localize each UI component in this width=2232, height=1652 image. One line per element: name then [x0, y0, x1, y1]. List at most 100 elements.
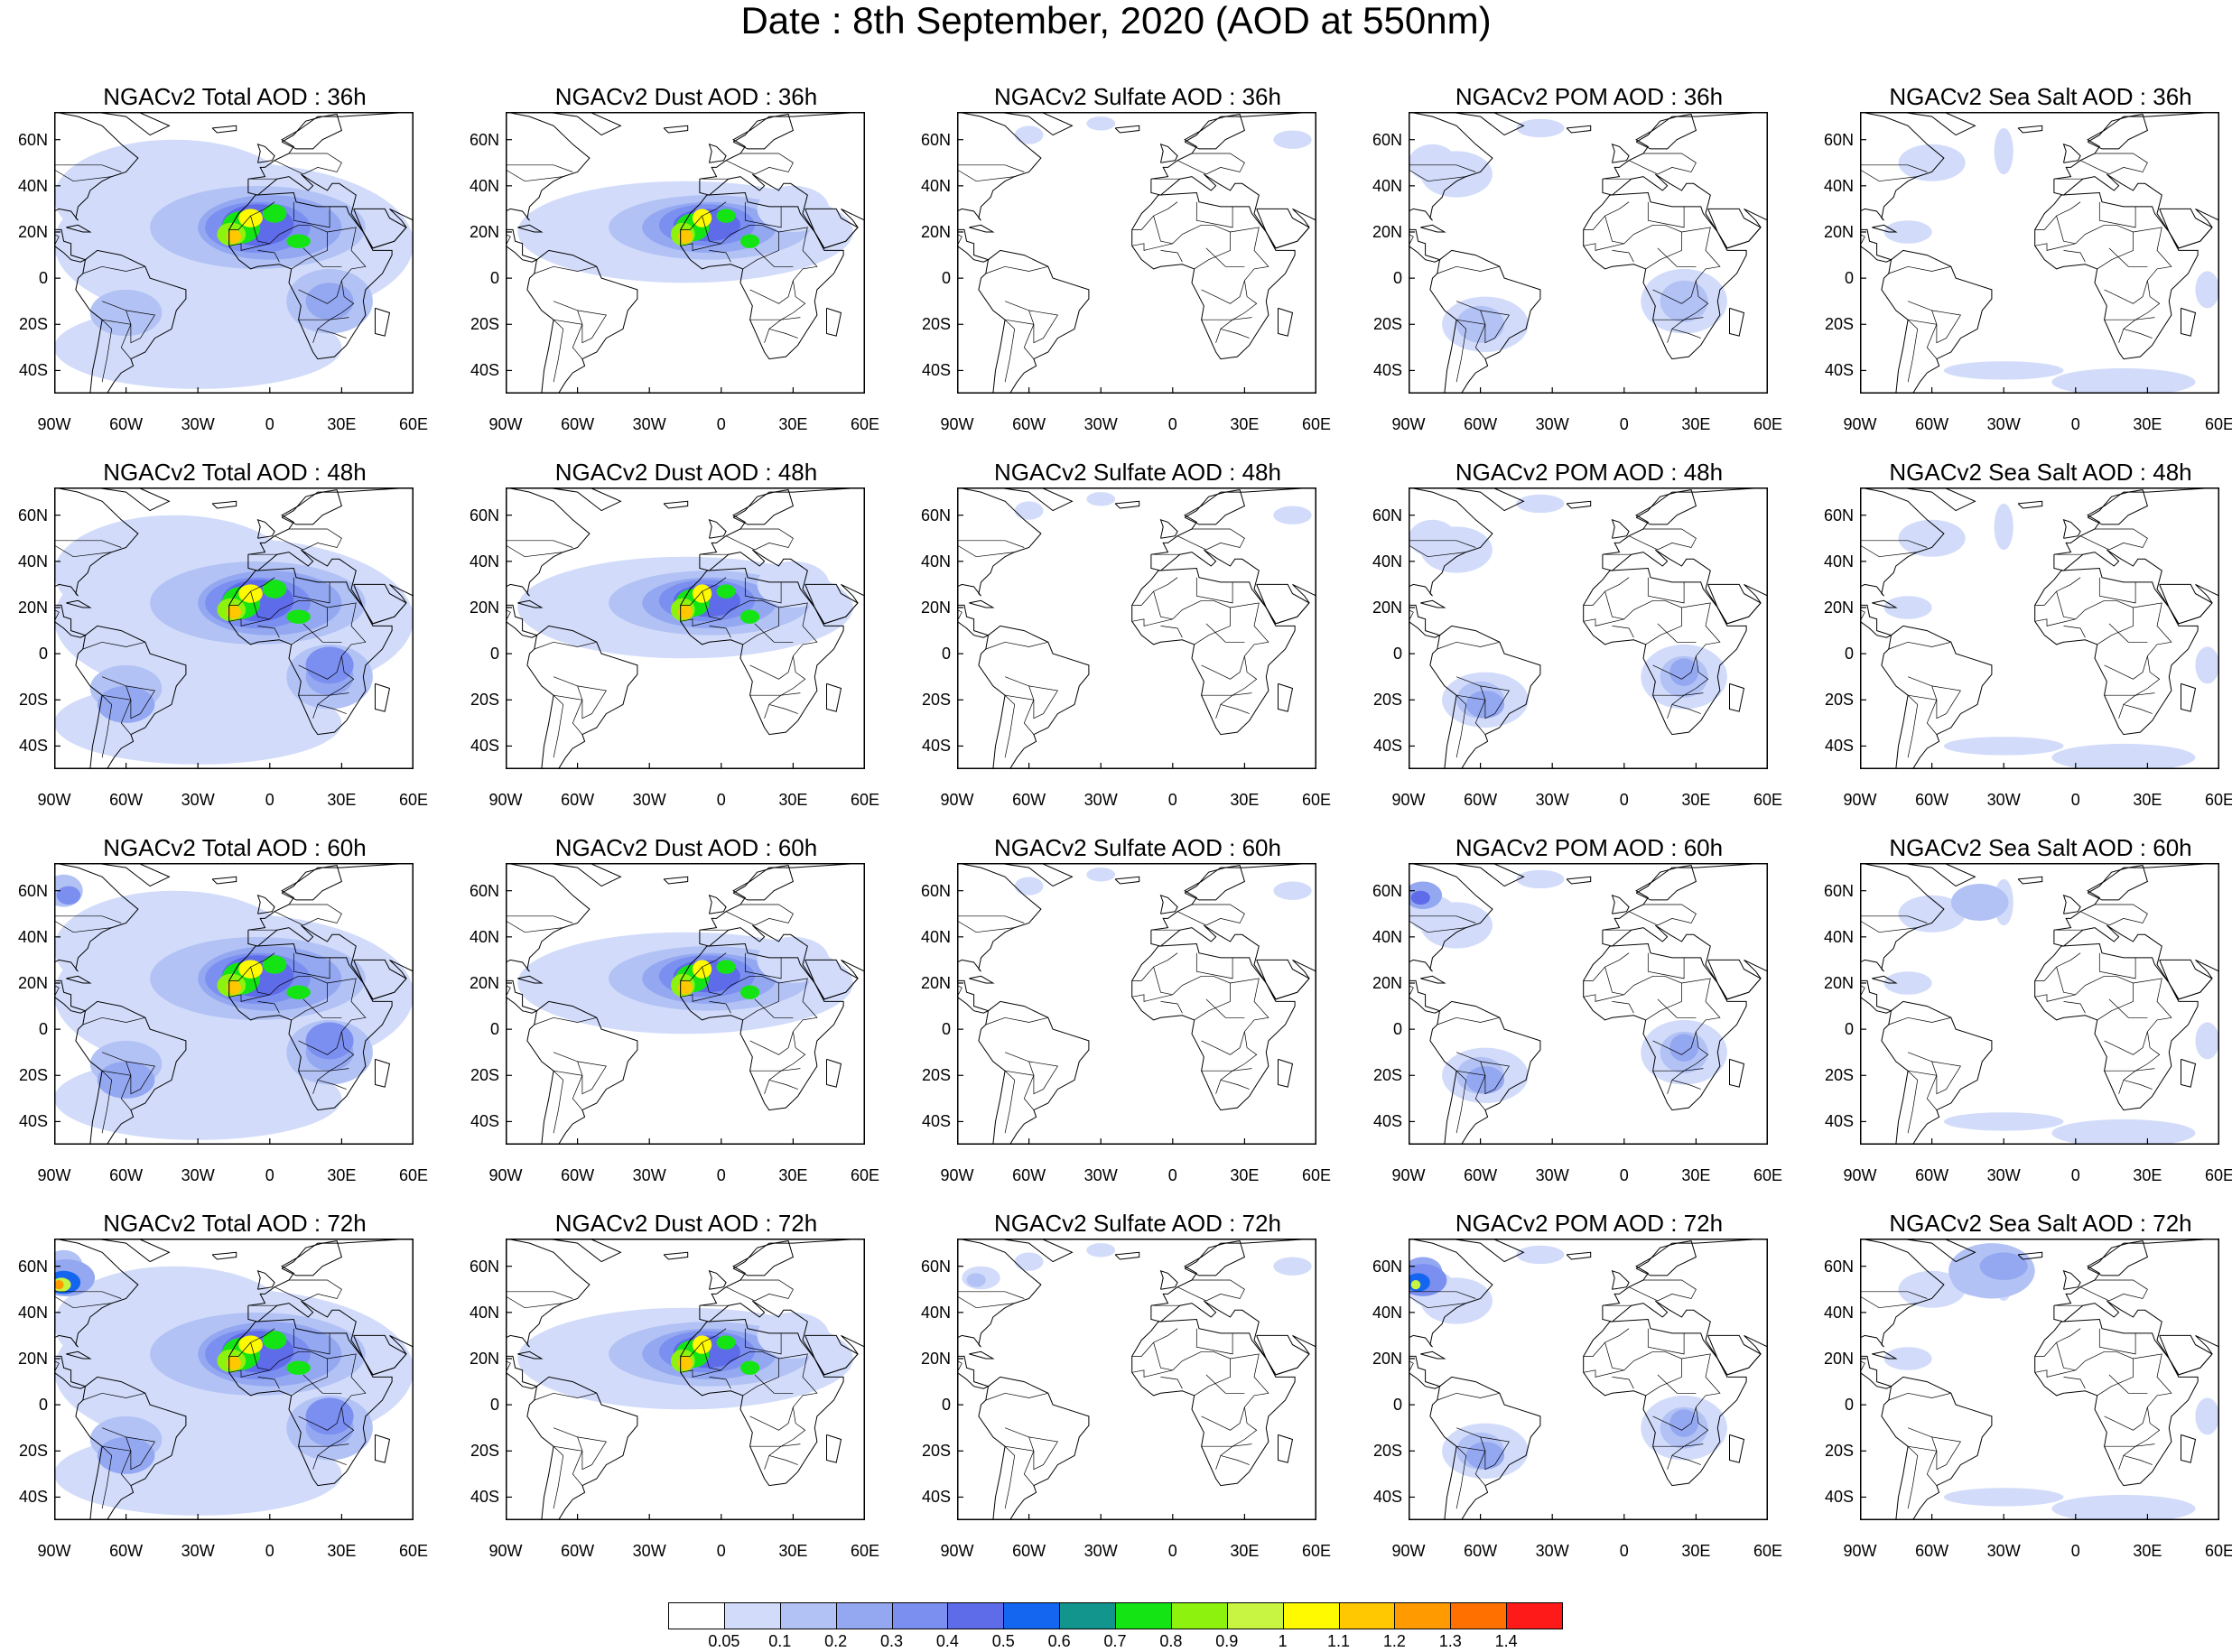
country-border	[1023, 685, 1035, 735]
panel-title: NGACv2 Total AOD : 36h	[103, 83, 367, 110]
coastline-south-america	[526, 1376, 638, 1520]
country-border	[1004, 1070, 1016, 1134]
country-border	[1474, 310, 1486, 359]
colorbar-label: 0.05	[708, 1632, 740, 1650]
panel-title: NGACv2 POM AOD : 72h	[1455, 1210, 1724, 1237]
country-border	[754, 623, 794, 643]
coastline-iceland	[1566, 1251, 1592, 1260]
aod-contour	[227, 605, 241, 619]
aod-contour	[286, 985, 311, 999]
lat-tick-label: 40S	[921, 737, 951, 756]
lon-tick-label: 30W	[632, 1166, 666, 1184]
country-border	[2034, 201, 2081, 230]
aod-contour	[1994, 503, 2013, 551]
aod-contour	[966, 1273, 986, 1287]
lon-tick-label: 30E	[778, 791, 808, 809]
lon-tick-label: 30E	[2133, 415, 2162, 433]
country-border	[2098, 952, 2136, 979]
map-frame	[957, 1239, 1316, 1520]
map-frame	[506, 112, 865, 394]
country-border	[2034, 243, 2076, 251]
coastline-britain	[1611, 519, 1630, 539]
country-border	[754, 1374, 794, 1394]
lon-tick-label: 0	[1167, 791, 1177, 809]
country-border	[1888, 1392, 1951, 1401]
lon-tick-label: 60E	[850, 1542, 880, 1560]
coastline-central-america	[54, 979, 87, 1014]
country-border	[257, 1001, 280, 1014]
coastline-madagascar	[826, 682, 842, 712]
country-border	[101, 1070, 113, 1134]
country-border	[298, 1068, 349, 1072]
country-border	[1160, 1377, 1183, 1389]
country-border	[2056, 216, 2134, 270]
aod-contour	[693, 209, 712, 227]
country-border	[1153, 591, 1231, 645]
country-border	[1860, 234, 1865, 246]
coastline-madagascar	[2181, 682, 2197, 712]
coastline-greenland	[95, 1239, 171, 1263]
coastline-cuba	[1872, 224, 1898, 233]
map-area	[54, 487, 414, 769]
colorbar-swatch	[1059, 1602, 1116, 1629]
panel-title: NGACv2 Dust AOD : 72h	[554, 1210, 818, 1237]
country-border	[1907, 676, 1961, 719]
lat-tick-label: 0	[38, 269, 48, 288]
country-border	[572, 1061, 583, 1110]
country-border	[1215, 227, 1269, 343]
coastline-scandinavia	[732, 489, 795, 525]
aod-contour	[227, 229, 241, 244]
coastline-north-america	[1860, 487, 1945, 597]
aod-contour	[1273, 1257, 1312, 1276]
country-border	[1652, 317, 1704, 320]
lat-tick-label: 20N	[1823, 973, 1854, 992]
country-border	[1647, 577, 1685, 604]
country-border	[1437, 265, 1500, 274]
aod-contour	[1660, 280, 1708, 322]
aod-contour	[1409, 144, 1456, 181]
coastline-central-america	[1860, 979, 1893, 1014]
coastline-africa	[680, 942, 844, 1111]
lon-tick-label: 90W	[940, 1542, 974, 1560]
country-border	[985, 265, 1048, 274]
coastline-north-america	[54, 863, 139, 972]
country-border	[1215, 1353, 1269, 1470]
lon-tick-label: 0	[716, 1166, 726, 1184]
lat-tick-label: 40S	[470, 1112, 499, 1131]
lat-tick-label: 20N	[920, 1349, 951, 1368]
country-border	[680, 994, 721, 1002]
lon-tick-label: 90W	[940, 415, 974, 433]
lat-tick-label: 40S	[18, 1488, 48, 1507]
aod-contour	[305, 646, 354, 684]
country-border	[1437, 1392, 1500, 1401]
aod-map	[506, 1239, 865, 1520]
aod-contour	[1409, 519, 1456, 557]
country-border	[54, 985, 60, 998]
country-border	[506, 164, 573, 172]
aod-contour	[2051, 743, 2196, 769]
country-border	[274, 1279, 342, 1302]
lat-tick-label: 20N	[920, 598, 951, 617]
lat-tick-label: 0	[941, 269, 951, 288]
country-border	[725, 153, 794, 175]
lon-tick-label: 0	[1167, 1166, 1177, 1184]
map-frame	[54, 863, 414, 1145]
country-border	[957, 164, 1025, 172]
aod-contour	[1898, 519, 1966, 557]
lon-tick-label: 90W	[1843, 415, 1877, 433]
aod-contour	[56, 886, 81, 905]
country-border	[1583, 618, 1624, 626]
lat-tick-label: 60N	[920, 130, 951, 149]
country-border	[228, 243, 270, 251]
coastline-scandinavia	[732, 1240, 795, 1276]
coastline-greenland	[998, 487, 1074, 512]
country-border	[2056, 967, 2134, 1021]
lat-tick-label: 40N	[17, 176, 48, 195]
country-border	[985, 1392, 1048, 1401]
coastline-south-america	[75, 249, 187, 394]
lon-tick-label: 30W	[1083, 1166, 1118, 1184]
coastline-central-america	[54, 228, 87, 263]
country-border	[1215, 602, 1269, 719]
coastline-greenland	[1901, 487, 1976, 512]
